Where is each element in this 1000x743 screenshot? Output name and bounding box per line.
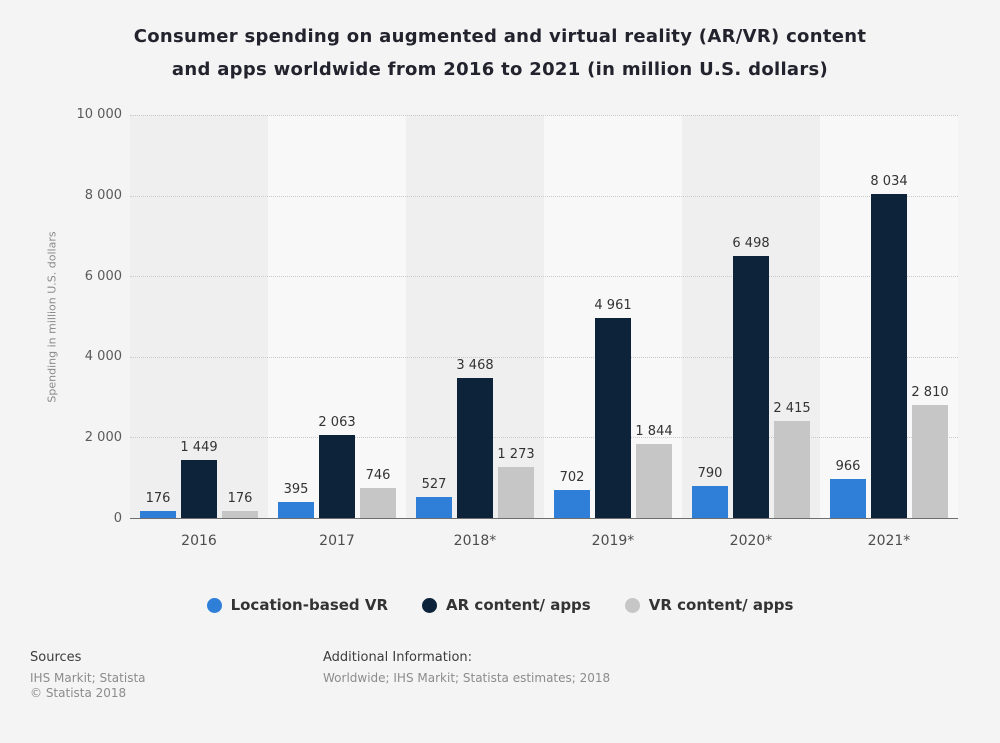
bar-value-label: 1 273 [497,446,535,462]
bar-value-label: 1 449 [180,439,218,455]
category-band-2021: 966 8 034 2 810 [820,115,958,518]
sources-heading: Sources [30,650,82,665]
legend-label: Location-based VR [230,596,389,614]
additional-info-line: Worldwide; IHS Markit; Statista estimate… [323,671,611,685]
y-axis-tick-label: 4 000 [84,349,122,365]
category-band-2016: 176 1 449 176 [130,115,268,518]
x-axis-tick-label: 2020* [729,533,773,549]
bar-value-label: 966 [835,459,861,475]
legend-marker-icon [206,597,222,613]
legend-item-vr-content-apps: VR content/ apps [624,596,794,614]
legend: Location-based VR AR content/ apps VR cont… [0,596,1000,614]
x-axis-tick-label: 2021* [867,533,911,549]
additional-info-block: Additional Information: Worldwide; IHS M… [323,650,610,686]
legend-item-location-based-vr: Location-based VR [206,596,389,614]
category-band-2019: 702 4 961 1 844 [544,115,682,518]
bar-vr-content-apps: 2 810 [911,385,949,518]
bar-vr-content-apps: 176 [222,491,258,518]
bar-value-label: 3 468 [456,358,494,374]
bar-location-based-vr: 176 [140,491,176,518]
bar-value-label: 2 415 [773,400,811,416]
bar-value-label: 790 [697,466,723,482]
gridline [130,437,958,439]
category-band-2020: 790 6 498 2 415 [682,115,820,518]
bar-value-label: 6 498 [732,236,770,252]
chart-title: Consumer spending on augmented and virtu… [0,20,1000,86]
gridline [130,276,958,278]
bar-value-label: 527 [421,476,447,492]
bar-location-based-vr: 966 [830,459,866,518]
bar-value-label: 176 [145,490,171,506]
bar-ar-content-apps: 6 498 [732,236,770,518]
additional-info-heading: Additional Information: [323,650,473,665]
bar-value-label: 8 034 [870,174,908,190]
x-axis-tick-label: 2017 [319,533,355,549]
bar-ar-content-apps: 2 063 [318,415,356,518]
y-axis-tick-label: 0 [113,511,122,526]
plot-area: 176 1 449 176 395 2 063 746 527 3 468 1 273 702 4 … [130,115,958,519]
y-axis-tick-label: 2 000 [84,430,122,446]
bar-value-label: 1 844 [635,423,673,439]
bar-value-label: 2 810 [911,384,949,400]
bar-ar-content-apps: 4 961 [594,298,632,518]
legend-label: VR content/ apps [648,596,794,614]
copyright-line: © Statista 2018 [30,686,127,700]
legend-label: AR content/ apps [446,596,591,614]
y-axis-tick-label: 6 000 [84,268,122,284]
bar-value-label: 746 [365,467,391,483]
x-axis: 2016 2017 2018* 2019* 2020* 2021* [130,533,958,549]
bar-location-based-vr: 702 [554,470,590,518]
bar-ar-content-apps: 1 449 [180,440,218,518]
category-band-2018: 527 3 468 1 273 [406,115,544,518]
bar-location-based-vr: 527 [416,477,452,518]
y-axis: 0 2 000 4 000 6 000 8 000 10 000 [0,107,123,526]
chart-title-line1: Consumer spending on augmented and virtu… [133,26,867,47]
footer: Sources IHS Markit; Statista © Statista … [30,650,970,701]
bar-vr-content-apps: 746 [360,468,396,518]
sources-line: IHS Markit; Statista [30,671,146,685]
bar-location-based-vr: 395 [278,482,314,518]
y-axis-tick-label: 10 000 [76,107,123,122]
x-axis-tick-label: 2018* [453,533,497,549]
legend-marker-icon [624,597,640,613]
x-axis-tick-label: 2016 [181,533,217,549]
bar-value-label: 2 063 [318,414,356,430]
y-axis-tick-label: 8 000 [84,187,122,203]
bar-vr-content-apps: 1 844 [635,424,673,518]
x-axis-tick-label: 2019* [591,533,635,549]
gridline [130,195,958,197]
bar-vr-content-apps: 1 273 [497,447,535,518]
gridline [130,115,958,116]
bar-value-label: 702 [559,469,585,485]
bar-value-label: 4 961 [594,298,632,314]
chart-title-line2: and apps worldwide from 2016 to 2021 (in… [171,59,829,80]
bar-value-label: 395 [283,482,309,498]
bar-ar-content-apps: 8 034 [870,174,908,518]
category-band-2017: 395 2 063 746 [268,115,406,518]
legend-marker-icon [422,597,438,613]
legend-item-ar-content-apps: AR content/ apps [422,596,591,614]
sources-block: Sources IHS Markit; Statista © Statista … [30,650,323,701]
gridline [130,356,958,358]
bar-value-label: 176 [227,490,253,506]
bar-location-based-vr: 790 [692,466,728,518]
bar-vr-content-apps: 2 415 [773,401,811,518]
bar-ar-content-apps: 3 468 [456,358,494,518]
